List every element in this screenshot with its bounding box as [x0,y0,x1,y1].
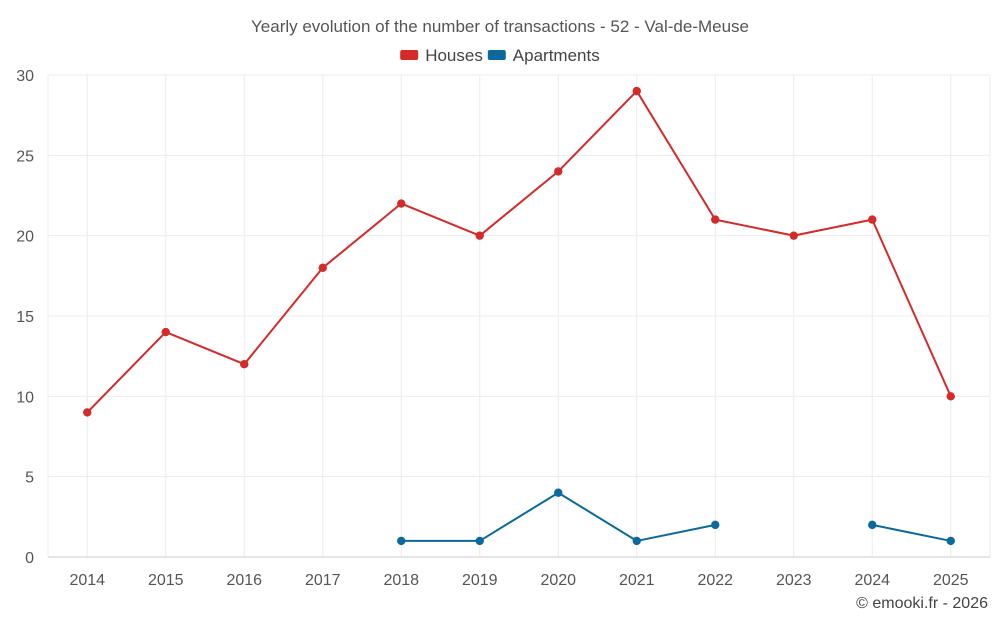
legend-label: Apartments [513,46,600,65]
data-point [240,360,249,369]
data-point [632,536,641,546]
x-tick-label: 2016 [226,572,262,589]
x-tick-label: 2022 [697,572,733,589]
data-point [397,536,406,546]
data-point [397,199,406,208]
legend: Houses Apartments [400,46,600,65]
credit: © emooki.fr - 2026 [856,595,988,612]
data-point [789,231,798,240]
y-tick-label: 25 [16,148,34,165]
x-tick-label: 2023 [776,572,812,589]
x-tick-label: 2015 [148,572,184,589]
chart-title: Yearly evolution of the number of transa… [251,17,749,36]
data-point [554,167,563,176]
legend-swatch [400,50,419,60]
legend-item-apartments: Apartments [487,46,600,65]
series-houses [83,86,955,417]
x-tick-label: 2025 [933,572,969,589]
data-point [475,231,484,240]
y-tick-label: 30 [16,68,34,85]
series [83,86,955,546]
data-point [868,215,877,224]
x-tick-label: 2019 [462,572,498,589]
y-tick-label: 0 [25,550,34,567]
y-tick-label: 15 [16,309,34,326]
series-apartments [397,488,955,546]
data-point [161,327,170,337]
data-point [632,86,641,96]
data-point [946,392,955,401]
data-point [475,536,484,546]
data-point [868,520,877,530]
x-tick-label: 2020 [540,572,576,589]
legend-label: Houses [425,46,483,65]
data-point [711,215,720,224]
data-point [554,488,563,497]
y-axis-ticks: 0 5 10 15 20 25 30 [16,68,34,567]
grid [47,74,991,558]
x-tick-label: 2024 [854,572,890,589]
data-point [83,408,92,417]
series-line [872,523,951,542]
data-point [318,263,327,272]
x-axis-ticks: 2014 2015 2016 2017 2018 2019 2020 2021 2022 2023… [69,572,968,589]
y-tick-label: 5 [25,470,34,487]
data-point [946,536,955,546]
x-tick-label: 2014 [69,572,105,589]
x-tick-label: 2018 [383,572,419,589]
legend-item-houses: Houses [400,46,483,65]
series-line [86,90,952,414]
x-tick-label: 2021 [619,572,655,589]
y-tick-label: 10 [16,389,34,406]
data-point [711,520,720,530]
y-tick-label: 20 [16,229,34,246]
legend-swatch [487,50,506,60]
x-tick-label: 2017 [305,572,341,589]
